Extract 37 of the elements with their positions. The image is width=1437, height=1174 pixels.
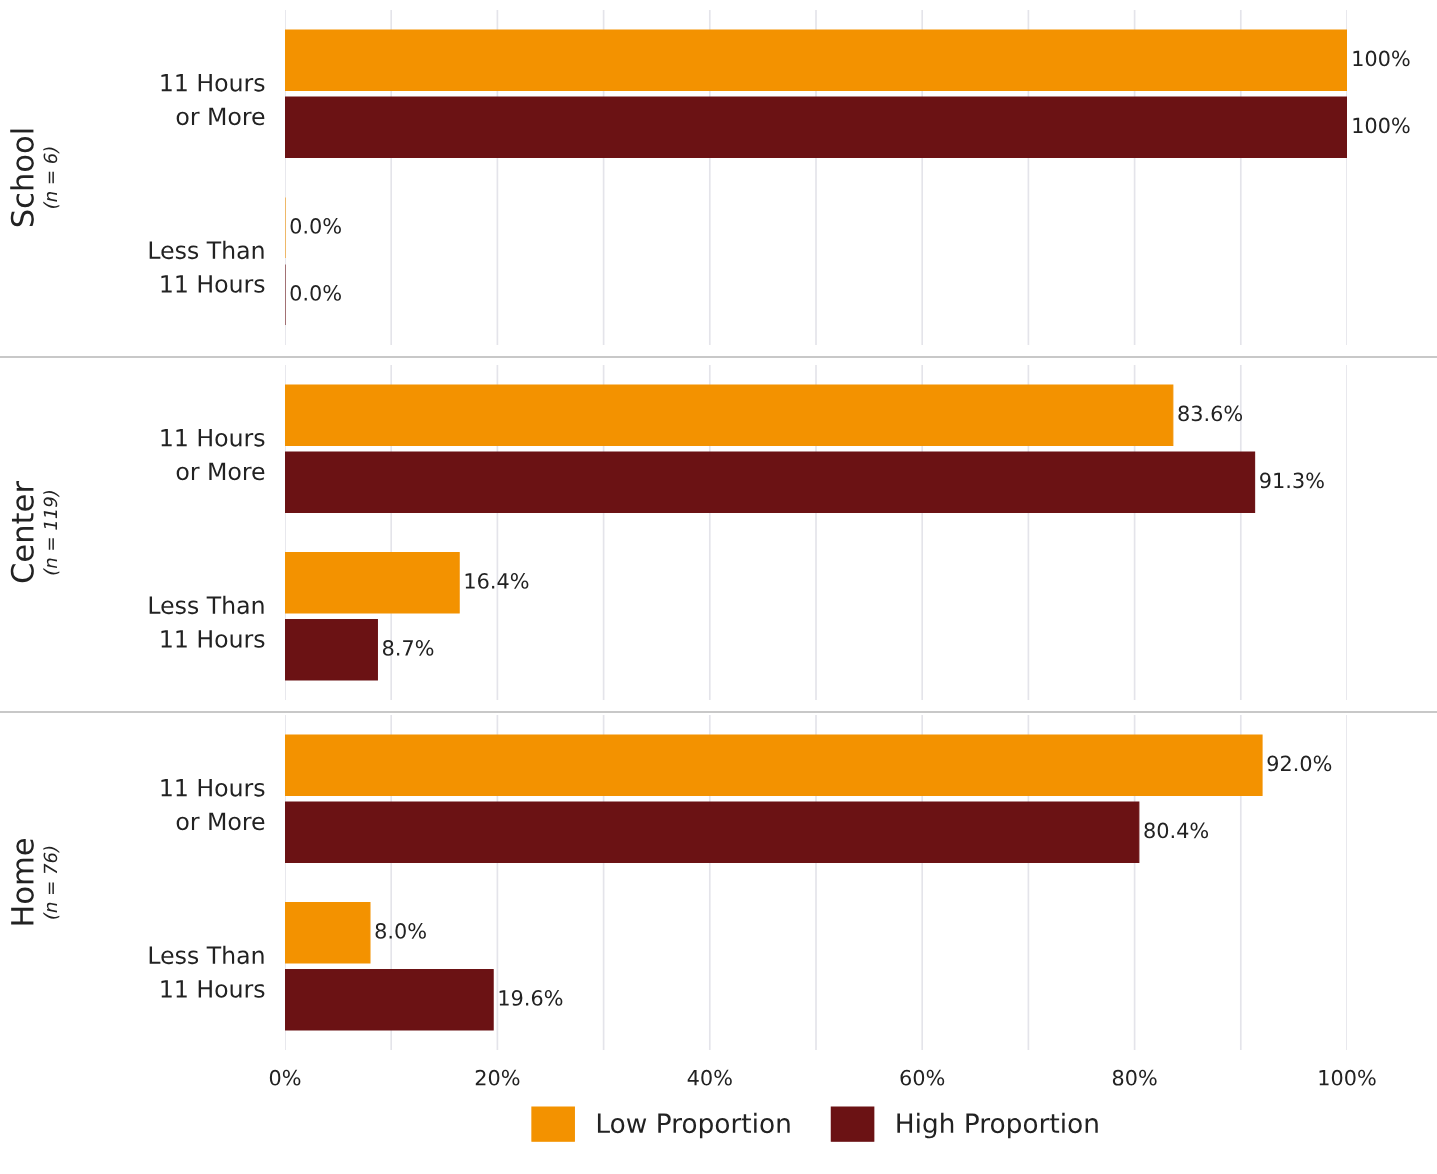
y-tick-label: 11 Hours or More (161, 429, 265, 481)
bar (285, 902, 371, 964)
bar (285, 384, 1174, 446)
data-label: 92.0% (1267, 755, 1332, 772)
bar (285, 552, 460, 614)
x-tick-label: 60% (900, 1069, 945, 1086)
y-axis-title: Home (n = 76) (11, 839, 60, 925)
legend-label: High Proportion (897, 1112, 1098, 1139)
y-tick-label: Less Than 11 Hours (149, 595, 265, 648)
legend-label: Low Proportion (597, 1112, 790, 1139)
bar (285, 969, 494, 1031)
bar (285, 619, 378, 681)
x-tick-label: 0% (269, 1069, 301, 1086)
data-label: 100% (1353, 50, 1410, 67)
x-tick-label: 20% (475, 1069, 520, 1086)
data-label: 83.6% (1178, 405, 1243, 422)
data-label: 0.0% (290, 285, 341, 301)
y-tick-label: 11 Hours or More (161, 74, 265, 126)
data-label: 19.6% (499, 990, 563, 1006)
data-label: 100% (1353, 117, 1410, 134)
y-tick-label: Less Than 11 Hours (149, 945, 265, 998)
bar (285, 451, 1256, 513)
data-label: 16.4% (465, 573, 529, 589)
x-tick-label: 80% (1112, 1069, 1157, 1086)
data-label: 91.3% (1260, 472, 1324, 489)
y-axis-title: Center (n = 119) (10, 481, 60, 583)
y-axis-title: School (n = 6) (10, 129, 60, 227)
data-label: 8.7% (382, 640, 434, 656)
x-tick-label: 40% (687, 1069, 732, 1086)
bar (285, 734, 1263, 796)
data-label: 8.0% (375, 923, 426, 939)
bar (285, 801, 1140, 863)
y-tick-label: 11 Hours or More (161, 779, 265, 831)
y-tick-label: Less Than 11 Hours (149, 240, 265, 293)
x-tick-label: 100% (1319, 1069, 1376, 1086)
data-label: 0.0% (290, 218, 341, 234)
data-label: 80.4% (1144, 822, 1209, 839)
